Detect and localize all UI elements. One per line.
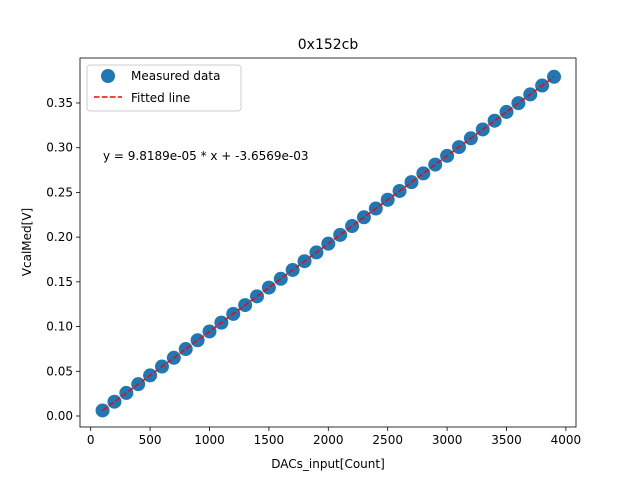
axes-frame bbox=[79, 57, 577, 428]
legend-box bbox=[86, 64, 242, 112]
fit-equation-annotation: y = 9.8189e-05 * x + -3.6569e-03 bbox=[103, 149, 308, 163]
legend-label-measured: Measured data bbox=[131, 69, 220, 83]
x-tick-label: 2000 bbox=[313, 433, 344, 447]
measured-data-point bbox=[273, 271, 288, 286]
x-tick-label: 500 bbox=[139, 433, 162, 447]
x-tick-label: 0 bbox=[87, 433, 95, 447]
legend-marker-measured bbox=[101, 69, 115, 83]
measured-data-point bbox=[428, 157, 443, 172]
chart-title: 0x152cb bbox=[298, 37, 359, 53]
y-tick-label: 0.25 bbox=[46, 185, 73, 199]
y-tick-label: 0.00 bbox=[46, 409, 73, 423]
y-tick-label: 0.05 bbox=[46, 364, 73, 378]
x-axis-label: DACs_input[Count] bbox=[271, 457, 385, 471]
y-tick-label: 0.20 bbox=[46, 230, 73, 244]
measured-data-point bbox=[261, 280, 276, 295]
measured-data-point bbox=[547, 69, 562, 84]
measured-data-point bbox=[190, 333, 205, 348]
measured-data-point bbox=[499, 104, 514, 119]
fitted-line bbox=[102, 76, 555, 412]
y-axis-label: VcalMed[V] bbox=[20, 208, 34, 276]
x-tick-label: 3500 bbox=[491, 433, 522, 447]
measured-data-point bbox=[107, 394, 122, 409]
legend: Measured data Fitted line bbox=[86, 64, 242, 112]
y-tick-label: 0.15 bbox=[46, 275, 73, 289]
measured-data-point bbox=[333, 227, 348, 242]
measured-data-point bbox=[119, 385, 134, 400]
legend-label-fitted: Fitted line bbox=[131, 91, 190, 105]
x-tick-label: 2500 bbox=[372, 433, 403, 447]
measured-data-point bbox=[416, 166, 431, 181]
x-tick-label: 1000 bbox=[194, 433, 225, 447]
y-tick-label: 0.30 bbox=[46, 141, 73, 155]
y-tick-label: 0.35 bbox=[46, 96, 73, 110]
x-tick-label: 3000 bbox=[432, 433, 463, 447]
measured-data-point bbox=[178, 342, 193, 357]
y-tick-label: 0.10 bbox=[46, 320, 73, 334]
measured-data-point bbox=[345, 219, 360, 234]
measured-data-point bbox=[487, 113, 502, 128]
x-tick-label: 1500 bbox=[254, 433, 285, 447]
x-tick-label: 4000 bbox=[551, 433, 582, 447]
